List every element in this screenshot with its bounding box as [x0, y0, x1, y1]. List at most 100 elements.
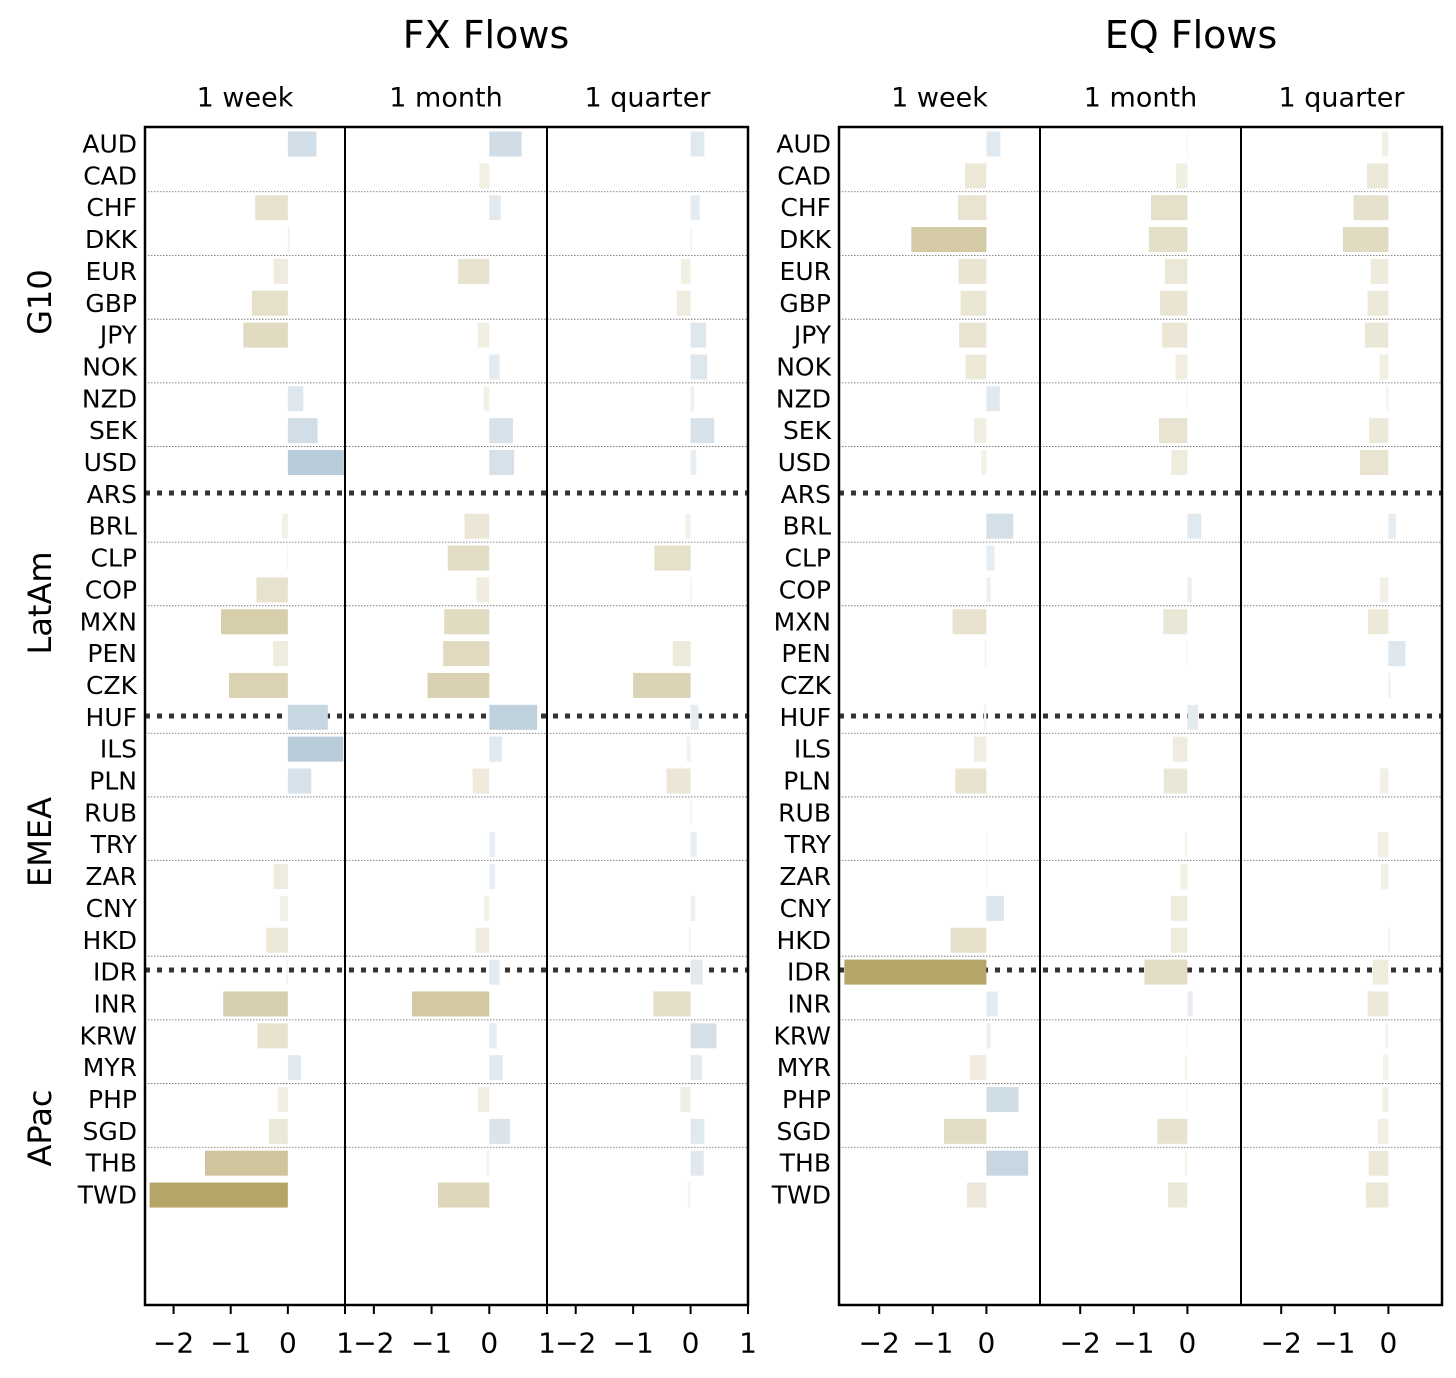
- fx-flows-1-month-bar-try: [489, 832, 496, 858]
- fx-flows-1-quarter-bar-hkd: [688, 927, 691, 953]
- fx-flows-1-month-bar-jpy: [477, 322, 490, 348]
- eq-flows-1-quarter-bar-brl: [1388, 513, 1396, 539]
- fx-flows-category-label-sgd: SGD: [83, 1117, 138, 1146]
- fx-flows-1-month-bar-nok: [489, 354, 500, 380]
- eq-flows-1-month-bar-krw: [1186, 1023, 1188, 1049]
- fx-flows-1-quarter-bar-cop: [690, 577, 692, 603]
- fx-flows-category-label-czk: CZK: [86, 671, 138, 700]
- fx-flows-1-month-bar-ils: [489, 736, 502, 762]
- eq-flows-category-label-cop: COP: [779, 575, 831, 604]
- fx-flows-1-month-bar-aud: [489, 131, 522, 157]
- fx-flows-category-label-mxn: MXN: [80, 607, 137, 636]
- eq-flows-1-week-x-tick-label: −2: [859, 1327, 900, 1360]
- eq-flows-1-week-bar-hkd: [950, 927, 987, 953]
- eq-flows-1-week-bar-php: [986, 1087, 1019, 1112]
- eq-flows-category-label-inr: INR: [788, 989, 831, 1018]
- eq-flows-1-quarter-bar-sek: [1369, 418, 1389, 444]
- eq-flows-1-month-column-title: 1 month: [1084, 83, 1197, 114]
- eq-flows-1-quarter-bar-twd: [1365, 1182, 1389, 1208]
- eq-flows-1-month-x-tick-label: −1: [1113, 1327, 1154, 1360]
- fx-flows-1-week-bar-sek: [287, 418, 318, 444]
- eq-flows-1-week-bar-cny: [986, 895, 1005, 921]
- group-label-emea: EMEA: [21, 797, 59, 887]
- eq-flows-category-label-aud: AUD: [776, 130, 831, 159]
- fx-flows-1-month-bar-php: [477, 1087, 490, 1112]
- fx-flows-1-month-bar-idr: [489, 959, 500, 985]
- fx-flows-category-label-rub: RUB: [84, 798, 137, 827]
- fx-flows-category-label-dkk: DKK: [85, 225, 138, 254]
- fx-flows-category-label-try: TRY: [90, 830, 138, 859]
- fx-flows-1-quarter-bar-nzd: [690, 386, 695, 412]
- fx-flows-1-quarter-bar-eur: [680, 258, 691, 284]
- fx-flows-1-quarter-bar-clp: [654, 545, 691, 571]
- fx-flows-category-label-eur: EUR: [86, 257, 137, 286]
- eq-flows-category-label-myr: MYR: [777, 1053, 831, 1082]
- eq-flows-category-label-clp: CLP: [785, 544, 831, 573]
- eq-flows-category-label-jpy: JPY: [792, 321, 832, 350]
- fx-flows-1-quarter-bar-sek: [690, 418, 715, 444]
- eq-flows-1-quarter-bar-sgd: [1377, 1118, 1389, 1144]
- eq-flows-category-label-nzd: NZD: [776, 384, 831, 413]
- eq-flows-1-month-bar-zar: [1180, 864, 1188, 890]
- fx-flows-category-label-aud: AUD: [82, 130, 137, 159]
- fx-flows-1-month-bar-zar: [489, 864, 496, 890]
- fx-flows-1-quarter-bar-huf: [690, 704, 699, 730]
- fx-flows-1-week-bar-nzd: [287, 386, 304, 412]
- eq-flows-1-month-bar-usd: [1171, 450, 1188, 475]
- fx-flows-1-quarter-x-tick-label: 1: [739, 1327, 757, 1360]
- eq-flows-1-month-bar-sgd: [1157, 1118, 1188, 1144]
- eq-flows-1-month-bar-mxn: [1163, 609, 1188, 635]
- eq-flows-1-week-bar-pln: [955, 768, 987, 794]
- eq-flows-category-label-thb: THB: [779, 1149, 831, 1178]
- eq-flows-1-month-bar-ils: [1172, 736, 1188, 762]
- fx-flows-1-quarter-bar-pln: [666, 768, 691, 794]
- fx-flows-1-week-bar-eur: [273, 258, 288, 284]
- eq-flows-1-quarter-bar-inr: [1367, 991, 1389, 1017]
- eq-flows-1-week-bar-sek: [974, 418, 987, 444]
- eq-flows-1-quarter-column-title: 1 quarter: [1279, 83, 1406, 114]
- eq-flows-category-label-sek: SEK: [783, 416, 832, 445]
- fx-flows-category-label-cad: CAD: [83, 161, 137, 190]
- fx-flows-1-month-bar-pln: [472, 768, 490, 794]
- fx-flows-category-label-myr: MYR: [83, 1053, 137, 1082]
- fx-flows-1-month-x-tick-label: 0: [480, 1327, 498, 1360]
- fx-flows-1-week-bar-dkk: [287, 227, 290, 253]
- eq-flows-1-month-bar-chf: [1150, 195, 1188, 221]
- eq-flows-1-month-bar-gbp: [1160, 290, 1188, 316]
- fx-flows-1-week-bar-jpy: [243, 322, 288, 348]
- eq-flows-1-month-bar-nok: [1175, 354, 1188, 380]
- eq-flows-1-week-bar-clp: [986, 545, 995, 571]
- fx-flows-1-month-bar-czk: [427, 672, 490, 698]
- fx-flows-1-week-bar-pln: [287, 768, 312, 794]
- eq-flows-category-label-eur: EUR: [780, 257, 831, 286]
- eq-flows-1-week-bar-jpy: [959, 322, 987, 348]
- fx-flows-1-month-bar-eur: [458, 258, 490, 284]
- fx-flows-category-label-chf: CHF: [86, 193, 137, 222]
- fx-flows-1-month-bar-pen: [443, 641, 490, 667]
- eq-flows-category-label-pen: PEN: [781, 639, 831, 668]
- fx-flows-1-quarter-bar-twd: [687, 1182, 691, 1208]
- eq-flows-frame: [837, 125, 1444, 1307]
- eq-flows-1-quarter-bar-pen: [1388, 641, 1406, 667]
- fx-flows-category-label-brl: BRL: [89, 512, 138, 541]
- eq-flows-1-quarter-bar-jpy: [1364, 322, 1389, 348]
- fx-flows-category-label-ils: ILS: [100, 735, 137, 764]
- eq-flows-1-quarter-x-tick-label: 0: [1379, 1327, 1397, 1360]
- eq-flows-1-month-bar-brl: [1187, 513, 1202, 539]
- eq-flows-category-label-hkd: HKD: [777, 926, 831, 955]
- eq-flows-1-month-bar-idr: [1144, 959, 1188, 985]
- fx-flows-1-quarter-bar-idr: [690, 959, 703, 985]
- eq-flows-1-month-bar-inr: [1187, 991, 1193, 1017]
- fx-flows-1-week-bar-myr: [287, 1055, 301, 1081]
- fx-flows-1-quarter-bar-dkk: [690, 227, 692, 253]
- eq-flows-category-label-twd: TWD: [771, 1181, 831, 1210]
- fx-flows-1-quarter-bar-jpy: [690, 322, 707, 348]
- eq-flows-1-week-bar-eur: [958, 258, 987, 284]
- fx-flows-1-week-bar-thb: [205, 1150, 288, 1176]
- fx-flows-1-quarter-x-tick-label: −1: [613, 1327, 654, 1360]
- fx-flows-1-week-column-title: 1 week: [197, 83, 294, 114]
- eq-flows-1-week-bar-twd: [967, 1182, 987, 1208]
- fx-flows-1-week-bar-pen: [273, 641, 288, 667]
- fx-flows-1-month-bar-brl: [464, 513, 490, 539]
- eq-flows-1-month-bar-pln: [1163, 768, 1188, 794]
